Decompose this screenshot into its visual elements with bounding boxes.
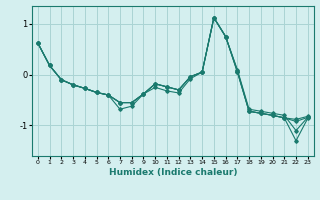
X-axis label: Humidex (Indice chaleur): Humidex (Indice chaleur) bbox=[108, 168, 237, 177]
